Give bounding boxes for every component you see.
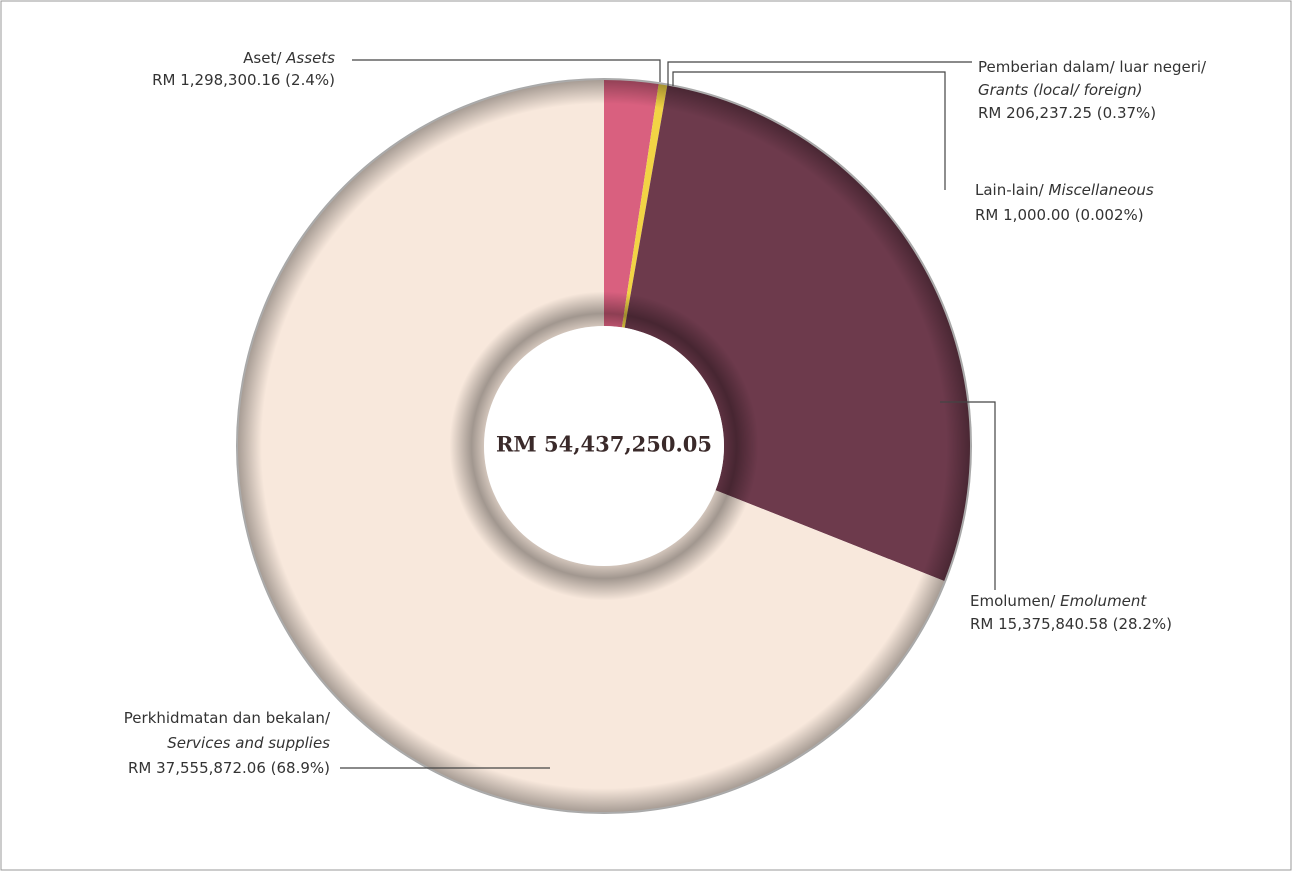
slice-label: Emolumen/ Emolument [970,592,1147,610]
slice-label: RM 1,298,300.16 (2.4%) [152,71,335,89]
slice-label: RM 37,555,872.06 (68.9%) [128,759,330,777]
category-name: Perkhidmatan dan bekalan/ [124,709,331,727]
slice-label: RM 1,000.00 (0.002%) [975,206,1144,224]
slice-label: Grants (local/ foreign) [978,81,1142,99]
category-name-en: Grants (local/ foreign) [978,81,1142,99]
leader-line [352,59,661,82]
value-label: RM 1,000.00 (0.002%) [975,206,1144,224]
slice-label: Lain-lain/ Miscellaneous [975,181,1154,199]
slice-label: Services and supplies [167,734,330,752]
value-label: RM 37,555,872.06 (68.9%) [128,759,330,777]
slice-label: Aset/ Assets [243,49,335,67]
category-name: Lain-lain/ [975,181,1045,199]
category-name: Pemberian dalam/ luar negeri/ [978,58,1207,76]
leader-line [672,71,946,190]
category-name-en: Assets [285,49,335,67]
leader-line [940,401,996,590]
center-label: RM 54,437,250.05 [496,432,712,457]
value-label: RM 1,298,300.16 (2.4%) [152,71,335,89]
hole [484,326,724,566]
category-name: Emolumen/ [970,592,1056,610]
leader-line [667,61,972,86]
value-label: RM 206,237.25 (0.37%) [978,104,1156,122]
category-name: Aset/ [243,49,282,67]
category-name-en: Miscellaneous [1049,181,1154,199]
slice-label: RM 15,375,840.58 (28.2%) [970,615,1172,633]
slice-label: RM 206,237.25 (0.37%) [978,104,1156,122]
slice-label: Pemberian dalam/ luar negeri/ [978,58,1207,76]
value-label: RM 15,375,840.58 (28.2%) [970,615,1172,633]
category-name-en: Services and supplies [167,734,330,752]
category-name-en: Emolument [1060,592,1147,610]
slice-label: Perkhidmatan dan bekalan/ [124,709,331,727]
